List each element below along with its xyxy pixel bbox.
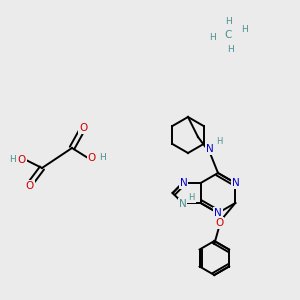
Text: H: H <box>99 154 105 163</box>
Text: N: N <box>206 144 214 154</box>
Text: O: O <box>26 181 34 191</box>
Text: H: H <box>226 44 233 53</box>
Text: O: O <box>18 155 26 165</box>
Text: O: O <box>79 123 87 133</box>
Text: H: H <box>188 194 195 202</box>
Text: N: N <box>214 208 222 218</box>
Text: H: H <box>216 137 222 146</box>
Text: N: N <box>178 199 186 209</box>
Text: H: H <box>208 32 215 41</box>
Text: O: O <box>88 153 96 163</box>
Text: H: H <box>241 25 248 34</box>
Text: N: N <box>232 178 240 188</box>
Text: C: C <box>224 30 232 40</box>
Text: H: H <box>225 16 231 26</box>
Text: N: N <box>180 178 188 188</box>
Text: O: O <box>215 218 224 228</box>
Text: H: H <box>9 155 15 164</box>
